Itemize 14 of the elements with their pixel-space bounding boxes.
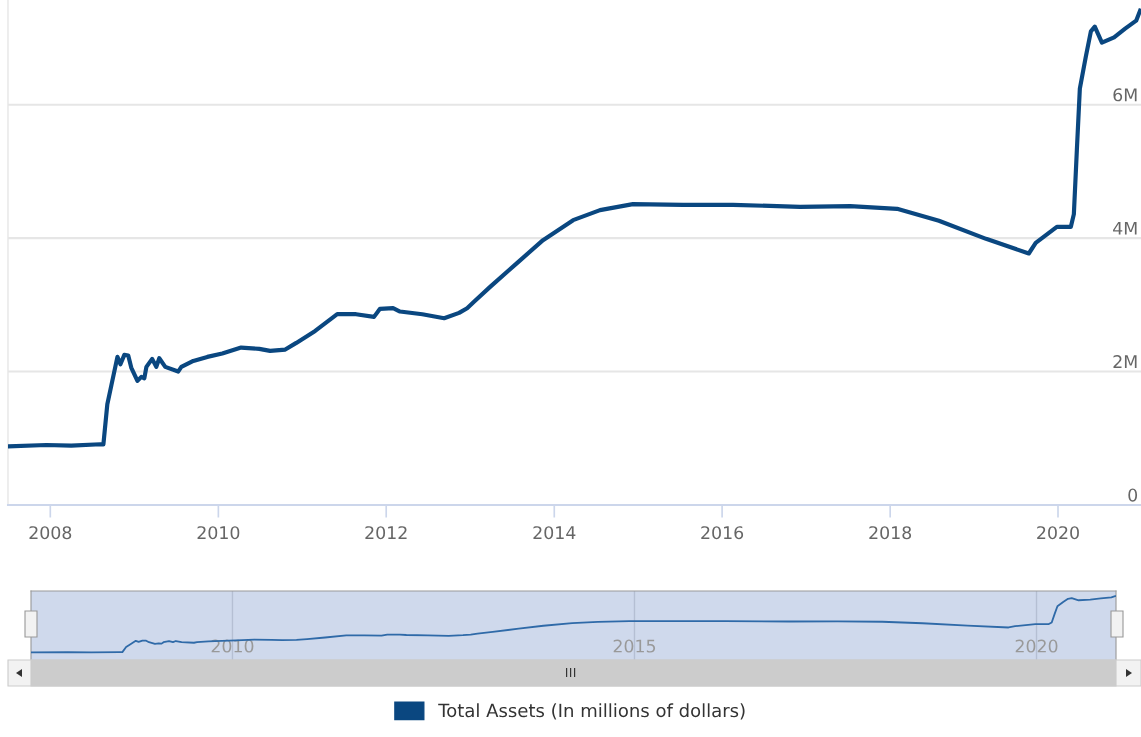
x-tick-label: 2014 [533,526,576,540]
y-tick-label: 4M [1113,221,1137,235]
x-tick-label: 2015 [613,639,656,653]
y-tick-label: 0 [1128,488,1138,502]
legend-label: Total Assets (In millions of dollars) [438,703,745,720]
x-tick-label: 2012 [365,526,407,540]
x-tick-label: 2008 [29,526,72,540]
x-tick-label: 2016 [701,526,744,540]
x-tick-label: 2020 [1015,639,1058,653]
y-tick-label: 2M [1113,355,1137,368]
y-tick-label: 6M [1113,88,1137,102]
x-tick-label: 2010 [197,526,240,540]
x-tick-label: 2018 [869,526,912,540]
x-tick-label: 2020 [1037,526,1079,540]
